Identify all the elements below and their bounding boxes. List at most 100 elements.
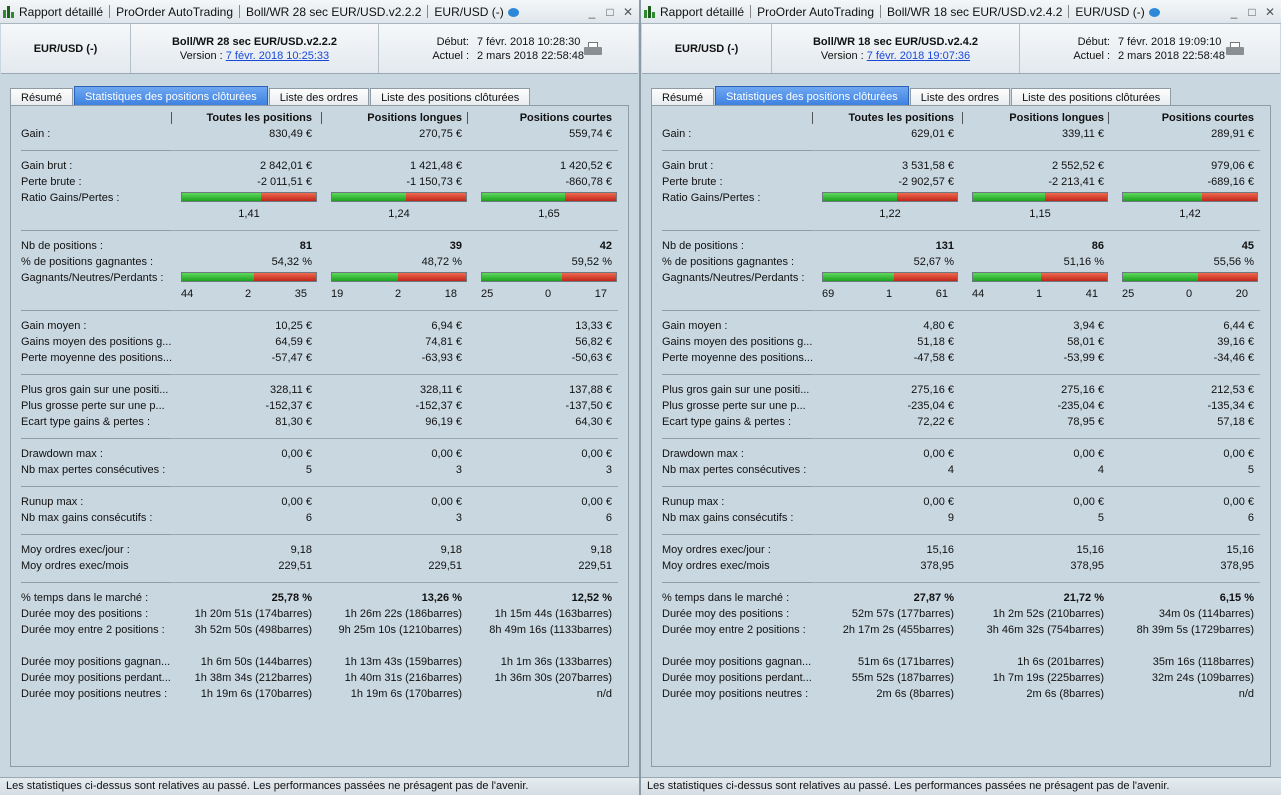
- stat-value: 58,01 €: [1067, 336, 1104, 348]
- stat-value: 1h 13m 43s (159barres): [344, 656, 462, 668]
- tab-1[interactable]: Statistiques des positions clôturées: [73, 86, 268, 106]
- stat-value: 4: [1097, 464, 1104, 476]
- proorder-logo-icon: [2, 5, 16, 19]
- print-icon[interactable]: [584, 42, 602, 56]
- stat-row-duree-neutres: Durée moy positions neutres : 2m 6s (8bar…: [652, 686, 1270, 702]
- stat-value: 1h 1m 36s (133barres): [500, 656, 612, 668]
- stat-row-gain-moyen: Gain moyen : 10,25 € 6,94 € 13,33 €: [11, 318, 628, 334]
- wins-count: 25: [481, 288, 494, 300]
- stat-label: Perte moyenne des positions...: [662, 352, 814, 364]
- ratio-bar: [331, 192, 467, 202]
- stat-value: 5: [1097, 512, 1104, 524]
- debut-value: 7 févr. 2018 10:28:30: [477, 36, 581, 48]
- column-header: Toutes les positions: [848, 112, 954, 124]
- maximize-button[interactable]: □: [606, 4, 614, 19]
- stat-value: 629,01 €: [911, 128, 954, 140]
- titlebar-report-label: Rapport détaillé: [660, 4, 745, 19]
- stat-label: Drawdown max :: [662, 448, 744, 460]
- wins-count: 25: [1122, 288, 1135, 300]
- stat-row-ecart-type: Ecart type gains & pertes : 72,22 € 78,95 …: [652, 414, 1270, 430]
- stat-value: 6,94 €: [431, 320, 462, 332]
- stat-value: 0,00 €: [923, 496, 954, 508]
- stat-row-gnp: Gagnants/Neutres/Perdants :: [652, 270, 1270, 286]
- stat-label: Plus grosse perte sur une p...: [21, 400, 165, 412]
- stat-value: -135,34 €: [1207, 400, 1254, 412]
- version-link[interactable]: 7 févr. 2018 19:07:36: [866, 49, 971, 62]
- stat-row-gain-brut: Gain brut : 2 842,01 € 1 421,48 € 1 420,52 …: [11, 158, 628, 174]
- stat-label: Nb max gains consécutifs :: [662, 512, 794, 524]
- window-titlebar[interactable]: Rapport détaillé ProOrder AutoTrading Bo…: [641, 0, 1281, 24]
- stat-value: 378,95: [1220, 560, 1254, 572]
- ratio-value: 1,65: [538, 208, 560, 220]
- stat-value: 13,33 €: [575, 320, 612, 332]
- stat-row-pct-temps: % temps dans le marché : 27,87 % 21,72 % 6,…: [652, 590, 1270, 606]
- stat-value: 1 420,52 €: [560, 160, 612, 172]
- symbol-label: EUR/USD (-): [1, 24, 131, 73]
- column-header: Positions longues: [1009, 112, 1104, 124]
- tab-3[interactable]: Liste des positions clôturées: [370, 88, 531, 106]
- close-button[interactable]: ✕: [1265, 4, 1276, 19]
- titlebar-strategy-label: Boll/WR 18 sec EUR/USD.v2.4.2: [887, 4, 1063, 19]
- win-loss-bar: [181, 272, 317, 282]
- stat-label: Perte moyenne des positions...: [21, 352, 173, 364]
- tab-2[interactable]: Liste des ordres: [268, 88, 370, 106]
- ratio-bar: [972, 192, 1108, 202]
- stat-row-nb-positions: Nb de positions : 81 39 42: [11, 238, 628, 254]
- stat-value: 328,11 €: [419, 384, 462, 396]
- stat-value: 45: [1241, 240, 1254, 252]
- win-loss-counts: 69 1 61: [652, 286, 1270, 302]
- version-link[interactable]: 7 févr. 2018 10:25:33: [225, 49, 330, 62]
- tab-2[interactable]: Liste des ordres: [909, 88, 1011, 106]
- stat-label: Nb de positions :: [21, 240, 103, 252]
- stat-value: 2m 6s (8barres): [876, 688, 954, 700]
- stat-label: Nb max pertes consécutives :: [662, 464, 807, 476]
- stat-value: -1 150,73 €: [406, 176, 462, 188]
- tab-0[interactable]: Résumé: [10, 88, 73, 106]
- stat-row-duree-gagn: Durée moy positions gagnan... 1h 6m 50s (…: [11, 654, 628, 670]
- stat-label: Plus gros gain sur une positi...: [662, 384, 810, 396]
- tab-1[interactable]: Statistiques des positions clôturées: [714, 86, 909, 106]
- win-loss-counts: 25 0 17: [11, 286, 628, 302]
- titlebar-strategy-label: Boll/WR 28 sec EUR/USD.v2.2.2: [246, 4, 422, 19]
- chat-bubble-icon[interactable]: [507, 8, 519, 17]
- stat-label: Durée moy positions perdant...: [21, 672, 171, 684]
- minimize-button[interactable]: _: [588, 4, 596, 19]
- stat-value: 51,18 €: [917, 336, 954, 348]
- stat-value: 39,16 €: [1217, 336, 1254, 348]
- stat-value: 52m 57s (177barres): [851, 608, 954, 620]
- win-loss-counts: 19 2 18: [11, 286, 628, 302]
- close-button[interactable]: ✕: [623, 4, 634, 19]
- stat-row-moy-mois: Moy ordres exec/mois 378,95 378,95 378,95: [652, 558, 1270, 574]
- version-label: Version :: [179, 49, 223, 62]
- debut-label: Début:: [436, 36, 469, 48]
- stat-row-perte-brute: Perte brute : -2 011,51 € -1 150,73 € -860,…: [11, 174, 628, 190]
- tab-0[interactable]: Résumé: [651, 88, 714, 106]
- closed-positions-stats-panel: Toutes les positions Positions longues Pos…: [651, 105, 1271, 767]
- stat-value: 2 552,52 €: [1052, 160, 1104, 172]
- stat-value: 3h 46m 32s (754barres): [986, 624, 1104, 636]
- ratio-value: 1,42: [1179, 208, 1201, 220]
- stat-row-duree-entre: Durée moy entre 2 positions : 2h 17m 2s (…: [652, 622, 1270, 638]
- column-header-row: Toutes les positions Positions longues Pos…: [652, 110, 1270, 126]
- actuel-label: Actuel :: [432, 50, 469, 62]
- stat-value: -235,04 €: [1057, 400, 1104, 412]
- window-titlebar[interactable]: Rapport détaillé ProOrder AutoTrading Bo…: [0, 0, 639, 24]
- stat-value: n/d: [1238, 688, 1254, 700]
- stat-value: 3h 52m 50s (498barres): [194, 624, 312, 636]
- titlebar-module-label: ProOrder AutoTrading: [116, 4, 234, 19]
- stat-value: 0,00 €: [431, 448, 462, 460]
- print-icon[interactable]: [1226, 42, 1244, 56]
- maximize-button[interactable]: □: [1248, 4, 1256, 19]
- stat-value: 8h 39m 5s (1729barres): [1136, 624, 1254, 636]
- stat-label: Perte brute :: [21, 176, 82, 188]
- stat-value: 0,00 €: [1073, 496, 1104, 508]
- stat-value: 34m 0s (114barres): [1158, 608, 1254, 620]
- tab-3[interactable]: Liste des positions clôturées: [1011, 88, 1172, 106]
- neutral-count: 2: [245, 288, 252, 300]
- stat-label: Runup max :: [662, 496, 725, 508]
- stat-value: 0,00 €: [1223, 448, 1254, 460]
- chat-bubble-icon[interactable]: [1148, 8, 1160, 17]
- stat-row-drawdown: Drawdown max : 0,00 € 0,00 € 0,00 €: [652, 446, 1270, 462]
- stat-value: 21,72 %: [1063, 592, 1104, 604]
- minimize-button[interactable]: _: [1230, 4, 1238, 19]
